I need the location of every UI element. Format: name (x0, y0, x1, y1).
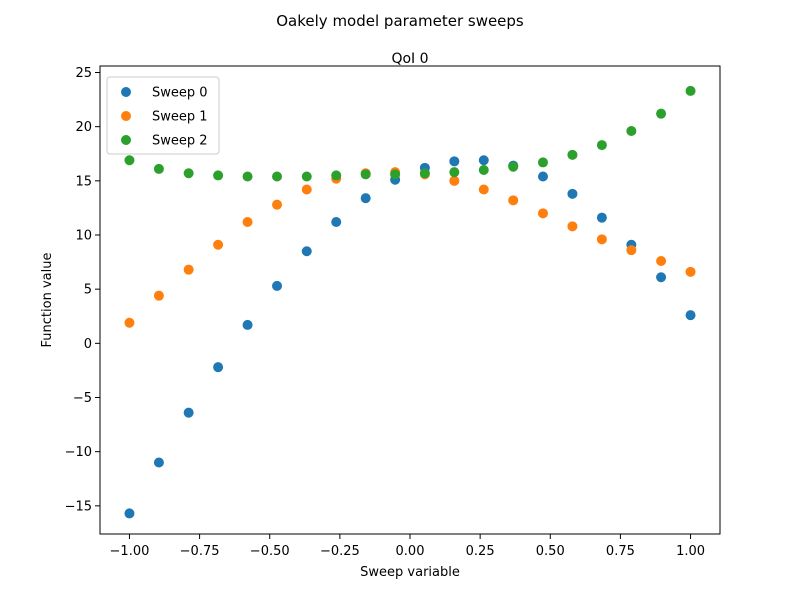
data-point (331, 217, 342, 227)
x-tick-label: −0.75 (180, 544, 220, 559)
y-tick-label: 25 (75, 66, 92, 81)
series-2 (124, 85, 696, 182)
y-axis-label: Function value (40, 253, 55, 348)
data-point (567, 149, 578, 160)
y-tick-label: 10 (75, 229, 92, 244)
data-point (213, 170, 224, 181)
x-tick-label: −1.00 (110, 544, 150, 559)
legend: Sweep 0 Sweep 1 Sweep 2 (106, 76, 220, 155)
data-point (596, 140, 607, 151)
y-tick-label: 20 (75, 120, 92, 135)
data-point (213, 362, 224, 373)
chart-suptitle: Oakely model parameter sweeps (276, 12, 524, 30)
data-point (596, 234, 607, 245)
data-point (124, 317, 135, 328)
data-point (301, 184, 312, 195)
data-point (242, 319, 253, 330)
data-point (626, 245, 637, 256)
series-1 (124, 167, 696, 328)
axes-frame (99, 65, 721, 535)
data-point (183, 264, 194, 275)
data-point (153, 290, 164, 301)
data-point (656, 256, 667, 266)
data-point (213, 239, 224, 250)
data-point (449, 156, 460, 167)
data-point (301, 246, 312, 257)
data-point (272, 280, 283, 291)
legend-marker (121, 135, 131, 145)
y-tick-label: 5 (84, 283, 92, 298)
data-point (478, 165, 489, 175)
data-point (626, 126, 637, 136)
data-point (478, 184, 489, 195)
data-point (153, 457, 164, 468)
x-tick-label: 0.25 (466, 544, 495, 559)
data-point (508, 195, 519, 206)
data-point (419, 168, 430, 179)
data-point (390, 169, 401, 180)
data-point (124, 155, 135, 166)
plot-area (124, 85, 696, 519)
data-point (449, 167, 460, 178)
x-tick-label: 0.50 (536, 544, 565, 559)
x-tick-label: 1.00 (676, 544, 705, 559)
data-point (685, 85, 696, 96)
data-point (685, 310, 696, 321)
data-point (567, 221, 578, 232)
data-point (272, 199, 283, 210)
x-axis-label: Sweep variable (360, 565, 460, 580)
data-point (360, 169, 371, 180)
x-tick-label: 0.75 (606, 544, 635, 559)
data-point (656, 272, 667, 283)
data-point (685, 266, 696, 277)
chart-title: QoI 0 (391, 51, 428, 67)
data-point (508, 161, 519, 172)
data-point (242, 217, 253, 227)
legend-label: Sweep 0 (152, 86, 208, 101)
data-point (272, 171, 283, 182)
legend-box (106, 76, 220, 155)
data-point (537, 157, 548, 168)
data-point (301, 171, 312, 182)
legend-marker (121, 87, 131, 97)
x-axis: −1.00 −0.75 −0.50 −0.25 0.00 0.25 0.50 0.75 1.00 (110, 534, 705, 559)
y-tick-label: 0 (84, 337, 92, 352)
x-tick-label: −0.50 (250, 544, 290, 559)
x-tick-label: 0.00 (396, 544, 425, 559)
data-point (360, 193, 371, 204)
data-point (537, 208, 548, 219)
y-tick-label: −5 (73, 391, 92, 406)
legend-label: Sweep 1 (152, 110, 208, 125)
series-0 (124, 155, 696, 519)
y-tick-label: 15 (75, 174, 92, 189)
data-point (124, 508, 135, 519)
data-point (153, 163, 164, 174)
data-point (537, 171, 548, 182)
data-point (478, 155, 489, 166)
x-tick-label: −0.25 (320, 544, 360, 559)
y-tick-label: −10 (65, 445, 92, 460)
legend-label: Sweep 2 (152, 134, 208, 149)
legend-marker (121, 111, 131, 121)
data-point (242, 171, 253, 182)
data-point (596, 212, 607, 223)
data-point (656, 108, 667, 119)
y-axis: −15 −10 −5 0 5 10 15 20 25 (65, 66, 100, 514)
data-point (183, 168, 194, 179)
data-point (183, 407, 194, 418)
y-tick-label: −15 (65, 499, 92, 514)
data-point (449, 175, 460, 186)
data-point (567, 188, 578, 199)
data-point (331, 170, 342, 181)
